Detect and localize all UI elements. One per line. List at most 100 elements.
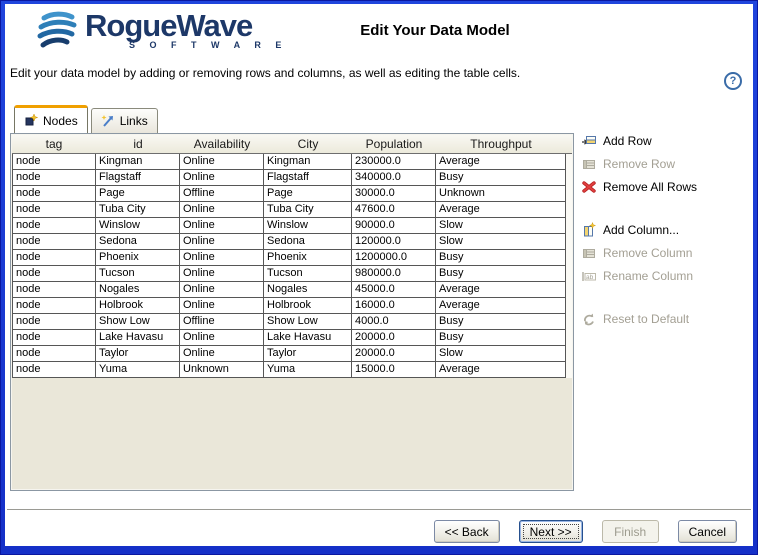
reset-to-default-button[interactable]: Reset to Default [581,310,689,327]
cell-availability[interactable]: Online [180,154,264,170]
cell-population[interactable]: 20000.0 [352,346,436,362]
cell-population[interactable]: 47600.0 [352,202,436,218]
cell-throughput[interactable]: Busy [436,250,566,266]
cell-availability[interactable]: Offline [180,186,264,202]
cell-tag[interactable]: node [12,362,96,378]
remove-all-rows-button[interactable]: Remove All Rows [581,178,697,195]
cell-availability[interactable]: Offline [180,314,264,330]
column-header-availability[interactable]: Availability [193,137,251,151]
cell-availability[interactable]: Online [180,330,264,346]
cell-throughput[interactable]: Busy [436,170,566,186]
cell-id[interactable]: Page [96,186,180,202]
cell-tag[interactable]: node [12,234,96,250]
remove-column-button[interactable]: Remove Column [581,244,692,261]
rename-column-button[interactable]: ab Rename Column [581,267,693,284]
cell-throughput[interactable]: Busy [436,266,566,282]
cell-city[interactable]: Winslow [264,218,352,234]
cell-throughput[interactable]: Average [436,202,566,218]
cell-id[interactable]: Tucson [96,266,180,282]
cell-throughput[interactable]: Average [436,298,566,314]
cancel-button[interactable]: Cancel [677,520,737,543]
column-header-id[interactable]: id [133,137,143,151]
cell-population[interactable]: 980000.0 [352,266,436,282]
cell-availability[interactable]: Online [180,170,264,186]
cell-population[interactable]: 120000.0 [352,234,436,250]
cell-throughput[interactable]: Slow [436,234,566,250]
cell-city[interactable]: Kingman [264,154,352,170]
cell-city[interactable]: Taylor [264,346,352,362]
cell-availability[interactable]: Online [180,250,264,266]
cell-city[interactable]: Tuba City [264,202,352,218]
add-row-button[interactable]: Add Row [581,132,652,149]
cell-city[interactable]: Page [264,186,352,202]
back-button[interactable]: << Back [433,520,500,543]
cell-population[interactable]: 90000.0 [352,218,436,234]
cell-id[interactable]: Holbrook [96,298,180,314]
cell-id[interactable]: Tuba City [96,202,180,218]
tab-links[interactable]: Links [90,108,158,133]
cell-throughput[interactable]: Busy [436,330,566,346]
cell-tag[interactable]: node [12,218,96,234]
cell-tag[interactable]: node [12,154,96,170]
cell-population[interactable]: 16000.0 [352,298,436,314]
cell-population[interactable]: 45000.0 [352,282,436,298]
cell-tag[interactable]: node [12,170,96,186]
cell-throughput[interactable]: Slow [436,346,566,362]
cell-availability[interactable]: Unknown [180,362,264,378]
cell-id[interactable]: Lake Havasu [96,330,180,346]
cell-throughput[interactable]: Average [436,282,566,298]
cell-city[interactable]: Sedona [264,234,352,250]
cell-id[interactable]: Kingman [96,154,180,170]
cell-city[interactable]: Yuma [264,362,352,378]
cell-population[interactable]: 15000.0 [352,362,436,378]
cell-city[interactable]: Phoenix [264,250,352,266]
column-header-tag[interactable]: tag [45,137,63,151]
add-column-button[interactable]: Add Column... [581,221,679,238]
cell-throughput[interactable]: Average [436,154,566,170]
cell-availability[interactable]: Online [180,218,264,234]
cell-id[interactable]: Nogales [96,282,180,298]
column-header-throughput[interactable]: Throughput [470,137,532,151]
next-button[interactable]: Next >> [518,520,583,543]
cell-tag[interactable]: node [12,202,96,218]
cell-throughput[interactable]: Slow [436,218,566,234]
cell-population[interactable]: 4000.0 [352,314,436,330]
cell-city[interactable]: Holbrook [264,298,352,314]
cell-throughput[interactable]: Unknown [436,186,566,202]
cell-tag[interactable]: node [12,186,96,202]
cell-id[interactable]: Flagstaff [96,170,180,186]
cell-id[interactable]: Phoenix [96,250,180,266]
cell-population[interactable]: 1200000.0 [352,250,436,266]
cell-availability[interactable]: Online [180,346,264,362]
remove-row-button[interactable]: Remove Row [581,155,675,172]
cell-availability[interactable]: Online [180,266,264,282]
cell-tag[interactable]: node [12,282,96,298]
finish-button[interactable]: Finish [601,520,659,543]
cell-tag[interactable]: node [12,298,96,314]
column-header-population[interactable]: Population [365,137,423,151]
cell-availability[interactable]: Online [180,282,264,298]
cell-population[interactable]: 230000.0 [352,154,436,170]
cell-availability[interactable]: Online [180,298,264,314]
cell-population[interactable]: 340000.0 [352,170,436,186]
cell-tag[interactable]: node [12,250,96,266]
cell-city[interactable]: Lake Havasu [264,330,352,346]
cell-city[interactable]: Nogales [264,282,352,298]
cell-tag[interactable]: node [12,266,96,282]
cell-tag[interactable]: node [12,346,96,362]
cell-availability[interactable]: Online [180,234,264,250]
cell-city[interactable]: Flagstaff [264,170,352,186]
cell-tag[interactable]: node [12,330,96,346]
cell-tag[interactable]: node [12,314,96,330]
cell-city[interactable]: Show Low [264,314,352,330]
cell-availability[interactable]: Online [180,202,264,218]
cell-id[interactable]: Show Low [96,314,180,330]
cell-city[interactable]: Tucson [264,266,352,282]
cell-id[interactable]: Yuma [96,362,180,378]
cell-id[interactable]: Taylor [96,346,180,362]
cell-throughput[interactable]: Average [436,362,566,378]
cell-id[interactable]: Winslow [96,218,180,234]
cell-population[interactable]: 20000.0 [352,330,436,346]
cell-throughput[interactable]: Busy [436,314,566,330]
tab-nodes[interactable]: Nodes [14,105,88,133]
